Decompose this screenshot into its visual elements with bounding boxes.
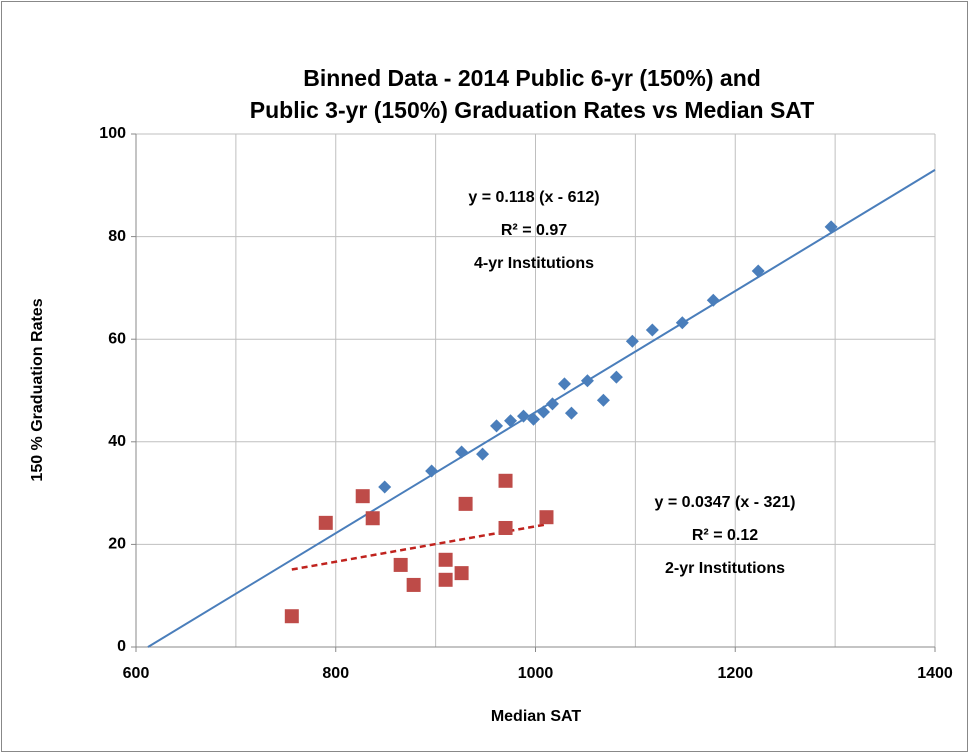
- annotation: 4-yr Institutions: [474, 255, 594, 272]
- annotation: R² = 0.97: [501, 222, 567, 239]
- point: [504, 414, 518, 428]
- x-tick-label: 1200: [717, 665, 753, 682]
- y-tick-label: 100: [99, 125, 126, 142]
- point: [675, 316, 689, 330]
- point: [438, 572, 453, 587]
- point: [498, 520, 513, 535]
- point: [527, 412, 541, 426]
- point: [557, 377, 571, 391]
- point: [393, 557, 408, 572]
- point: [355, 489, 370, 504]
- annotation: 2-yr Institutions: [665, 560, 785, 577]
- point: [564, 406, 578, 420]
- point: [517, 409, 531, 423]
- y-axis-label: 150 % Graduation Rates: [29, 298, 46, 481]
- y-tick-label: 60: [108, 330, 126, 347]
- point: [580, 374, 594, 388]
- point: [824, 220, 838, 234]
- annotation: y = 0.118 (x - 612): [468, 189, 599, 206]
- point: [596, 393, 610, 407]
- y-tick-label: 80: [108, 228, 126, 245]
- point: [378, 480, 392, 494]
- point: [545, 397, 559, 411]
- point: [536, 405, 550, 419]
- point: [609, 370, 623, 384]
- point: [751, 264, 765, 278]
- y-tick-label: 20: [108, 536, 126, 553]
- chart-title: Public 3-yr (150%) Graduation Rates vs M…: [250, 97, 815, 123]
- x-axis-label: Median SAT: [491, 708, 582, 725]
- point: [645, 323, 659, 337]
- point: [498, 473, 513, 488]
- point: [539, 510, 554, 525]
- annotation: R² = 0.12: [692, 527, 758, 544]
- point: [425, 464, 439, 478]
- point: [318, 515, 333, 530]
- chart-title: Binned Data - 2014 Public 6-yr (150%) an…: [303, 65, 761, 91]
- point: [454, 566, 469, 581]
- point: [625, 334, 639, 348]
- point: [706, 293, 720, 307]
- y-tick-label: 0: [117, 638, 126, 655]
- point: [476, 447, 490, 461]
- point: [438, 552, 453, 567]
- point: [406, 577, 421, 592]
- x-tick-label: 1400: [917, 665, 953, 682]
- annotation: y = 0.0347 (x - 321): [655, 494, 796, 511]
- point: [455, 445, 469, 459]
- x-tick-label: 800: [322, 665, 349, 682]
- point: [458, 496, 473, 511]
- point: [365, 511, 380, 526]
- y-tick-label: 40: [108, 433, 126, 450]
- x-tick-label: 600: [123, 665, 150, 682]
- x-tick-label: 1000: [518, 665, 554, 682]
- point: [284, 609, 299, 624]
- point: [490, 419, 504, 433]
